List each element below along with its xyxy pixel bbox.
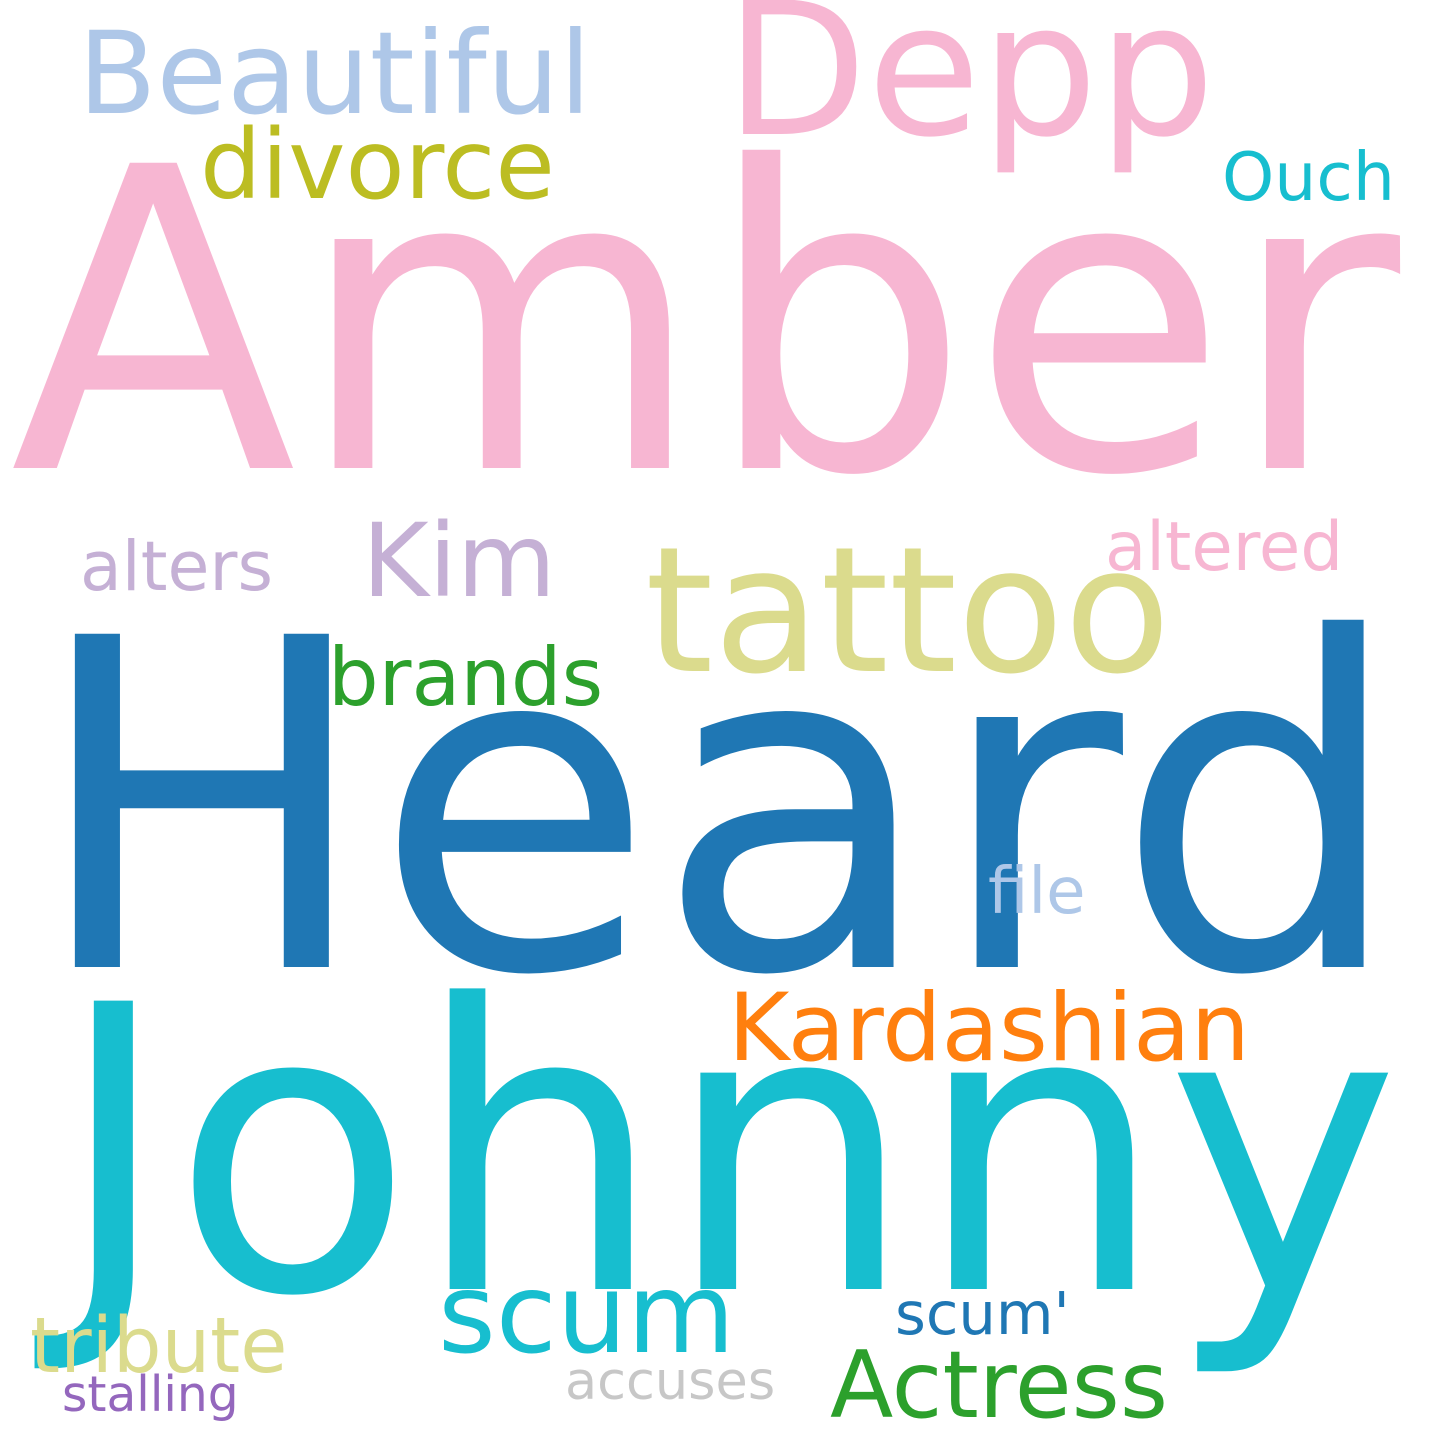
word-kardashian: Kardashian — [728, 974, 1250, 1083]
word-scum-quote: scum' — [895, 1278, 1070, 1348]
word-file: file — [988, 854, 1086, 929]
word-brands: brands — [328, 631, 604, 725]
word-divorce: divorce — [200, 107, 555, 221]
word-beautiful: Beautiful — [78, 8, 592, 142]
word-tattoo: tattoo — [645, 509, 1171, 713]
word-accuses: accuses — [565, 1350, 776, 1412]
word-ouch: Ouch — [1222, 138, 1395, 217]
word-amber: Amber — [10, 79, 1401, 568]
word-tribute: tribute — [30, 1301, 288, 1391]
word-johnny: Johnny — [55, 923, 1401, 1384]
word-altered: altered — [1105, 508, 1344, 587]
word-actress: Actress — [830, 1331, 1169, 1440]
word-scum: scum — [438, 1249, 736, 1379]
word-depp: Depp — [725, 0, 1216, 178]
word-kim: Kim — [362, 502, 556, 621]
word-heard: Heard — [30, 543, 1406, 1076]
word-stalling: stalling — [62, 1366, 239, 1423]
word-alters: alters — [80, 528, 273, 608]
